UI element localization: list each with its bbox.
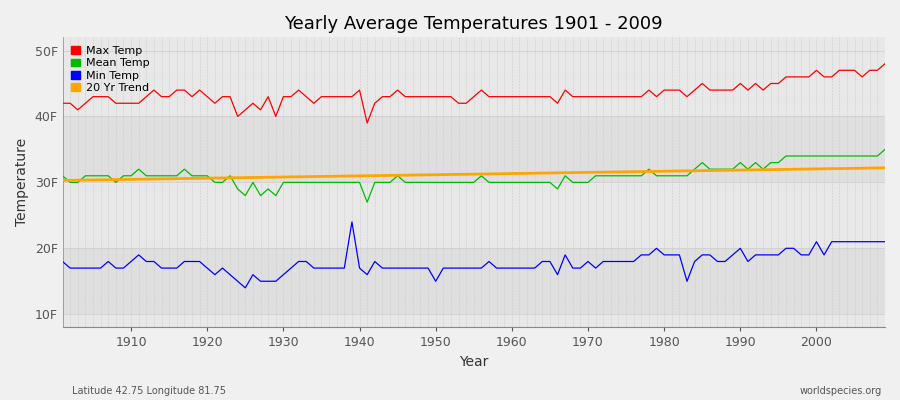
- Text: Latitude 42.75 Longitude 81.75: Latitude 42.75 Longitude 81.75: [72, 386, 226, 396]
- Bar: [62, 248, 885, 314]
- Title: Yearly Average Temperatures 1901 - 2009: Yearly Average Temperatures 1901 - 2009: [284, 15, 663, 33]
- Legend: Max Temp, Mean Temp, Min Temp, 20 Yr Trend: Max Temp, Mean Temp, Min Temp, 20 Yr Tre…: [68, 43, 153, 96]
- X-axis label: Year: Year: [459, 355, 489, 369]
- Text: worldspecies.org: worldspecies.org: [800, 386, 882, 396]
- Y-axis label: Temperature: Temperature: [15, 138, 29, 226]
- Bar: [62, 116, 885, 182]
